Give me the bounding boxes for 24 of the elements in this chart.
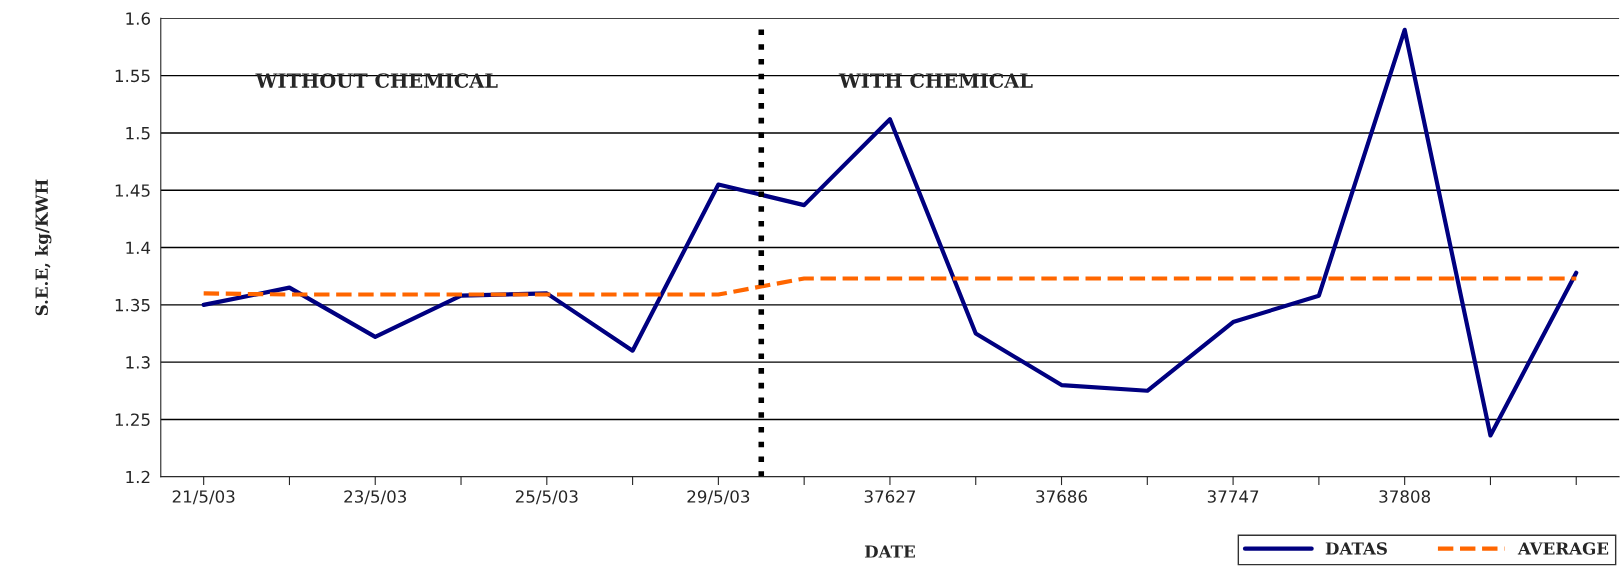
x-tick-label: 37686 <box>1036 490 1087 503</box>
y-tick-label: 1.25 <box>115 413 150 427</box>
x-tick-label: 23/5/03 <box>344 490 407 505</box>
line-series <box>201 27 1579 438</box>
x-tick-label: 37808 <box>1379 490 1431 503</box>
x-tick-label: 21/5/03 <box>172 490 235 505</box>
x-tick-label: 37627 <box>864 490 916 503</box>
x-tick-label: 29/5/03 <box>687 490 750 505</box>
legend-label: DATAS <box>1325 542 1387 555</box>
annotation: WITH CHEMICAL <box>838 73 1033 88</box>
y-tick-label: 1.45 <box>115 184 150 197</box>
y-tick-label: 1.6 <box>126 12 150 25</box>
y-tick-label: 1.35 <box>115 298 150 312</box>
y-tick-label: 1.5 <box>126 127 150 140</box>
y-axis-title: S.E.E, kg/KWH <box>35 179 52 316</box>
y-tick-label: 1.3 <box>126 356 150 369</box>
x-axis-title: DATE <box>864 545 915 558</box>
x-tick-label: 25/5/03 <box>515 490 578 505</box>
y-tick-label: 1.2 <box>126 470 150 484</box>
x-tick-label: 37747 <box>1207 490 1259 503</box>
annotation: WITHOUT CHEMICAL <box>255 73 498 88</box>
y-tick-label: 1.55 <box>115 69 150 83</box>
legend-label: AVERAGE <box>1517 542 1609 555</box>
y-tick-label: 1.4 <box>126 241 151 254</box>
